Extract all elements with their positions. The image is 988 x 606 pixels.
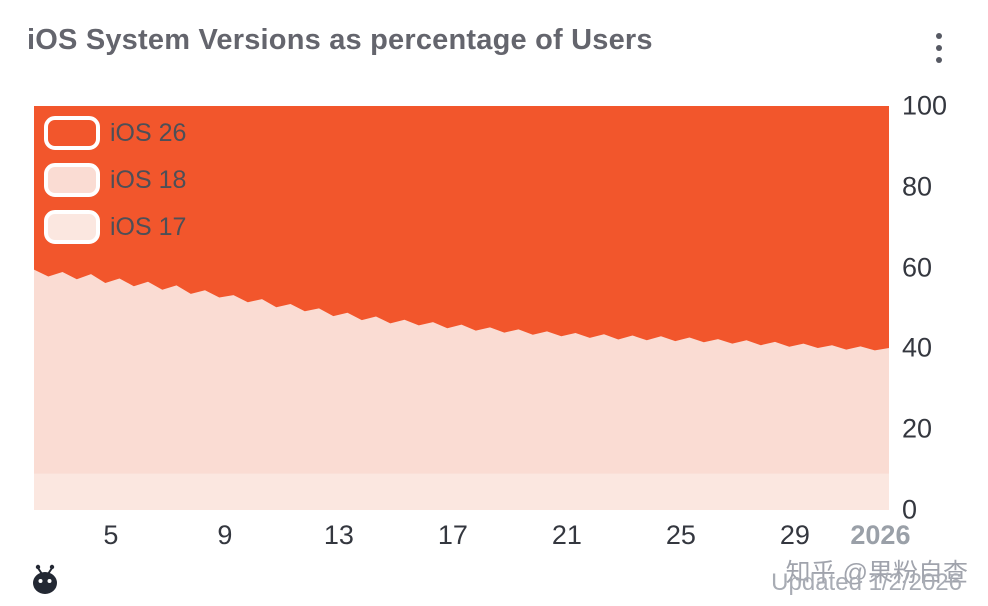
x-axis-label: 9	[217, 520, 233, 550]
legend-label-ios-26: iOS 26	[110, 118, 187, 147]
x-axis-label: 25	[665, 520, 696, 550]
y-axis-label: 100	[902, 90, 948, 121]
y-axis-label: 20	[902, 413, 933, 444]
y-axis-label: 0	[902, 494, 918, 525]
kebab-menu-icon[interactable]	[934, 31, 944, 65]
x-axis-label: 17	[437, 520, 468, 550]
series-area-ios-18	[34, 269, 889, 510]
y-axis-label: 80	[902, 171, 933, 202]
kebab-dot	[936, 57, 942, 63]
x-axis-label: 5	[103, 520, 119, 550]
legend-item-ios-18[interactable]: iOS 18	[44, 163, 186, 197]
x-axis-label: 13	[323, 520, 354, 550]
kebab-dot	[936, 33, 942, 39]
series-area-ios-17	[34, 473, 889, 510]
legend-item-ios-26[interactable]: iOS 26	[44, 116, 186, 150]
updated-timestamp: Updated 1/2/2026	[771, 569, 962, 596]
legend-label-ios-17: iOS 17	[110, 212, 187, 241]
x-axis-label: 21	[551, 520, 582, 550]
x-axis-label: 29	[779, 520, 810, 550]
x-axis-label: 2026	[850, 520, 911, 550]
stacked-area-chart	[34, 106, 889, 510]
y-axis-label: 40	[902, 332, 933, 363]
legend-swatch-ios-26	[44, 116, 100, 150]
y-axis-label: 60	[902, 252, 933, 283]
page-title: iOS System Versions as percentage of Use…	[27, 24, 653, 56]
legend-label-ios-18: iOS 18	[110, 165, 187, 194]
watermark-text: 知乎 @果粉自查	[785, 559, 968, 587]
app-logo-icon	[28, 560, 62, 601]
legend-swatch-ios-17	[44, 210, 100, 244]
legend-item-ios-17[interactable]: iOS 17	[44, 210, 186, 244]
legend-swatch-ios-18	[44, 163, 100, 197]
chart-legend: iOS 26 iOS 18 iOS 17	[44, 116, 186, 257]
kebab-dot	[936, 45, 942, 51]
chart-plot-area: iOS 26 iOS 18 iOS 17	[34, 106, 889, 510]
